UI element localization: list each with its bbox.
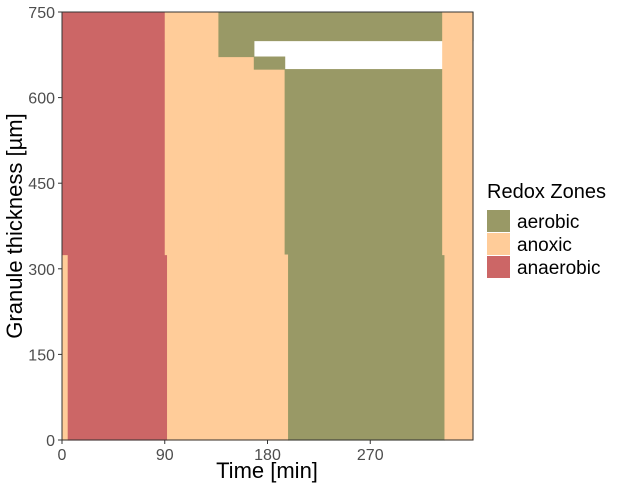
zone-cell-anoxic bbox=[164, 40, 220, 256]
zone-cell-aerobic bbox=[218, 40, 255, 58]
legend-title: Redox Zones bbox=[487, 181, 606, 203]
legend-key-anoxic bbox=[487, 233, 510, 255]
zone-cell-anoxic bbox=[218, 56, 255, 256]
legend-label-aerobic: aerobic bbox=[517, 212, 579, 233]
y-tick-label: 600 bbox=[28, 91, 55, 108]
y-tick-label: 450 bbox=[28, 176, 55, 193]
zone-cell-aerobic bbox=[218, 12, 474, 42]
zone-cell-aerobic bbox=[253, 56, 286, 70]
legend-label-anoxic: anoxic bbox=[517, 235, 572, 256]
x-axis-title: Time [min] bbox=[216, 458, 318, 483]
y-tick-label: 750 bbox=[28, 5, 55, 22]
plot-area bbox=[62, 12, 474, 441]
y-tick-label: 150 bbox=[28, 347, 55, 364]
zone-cell-anaerobic bbox=[62, 12, 166, 256]
zone-cell-anoxic bbox=[444, 254, 474, 441]
zone-cell-anoxic bbox=[442, 12, 474, 256]
x-axis: 0 90 180 270 bbox=[58, 440, 384, 464]
x-tick-label: 90 bbox=[156, 447, 174, 464]
zone-cell-anoxic bbox=[253, 69, 286, 256]
legend: Redox Zones aerobic anoxic anaerobic bbox=[487, 181, 606, 279]
zone-cell-anaerobic bbox=[67, 254, 168, 441]
zone-cell-aerobic bbox=[288, 254, 446, 441]
zone-cell-anoxic bbox=[62, 254, 69, 441]
zone-cell-aerobic bbox=[284, 69, 443, 256]
legend-key-aerobic bbox=[487, 210, 510, 232]
y-tick-label: 300 bbox=[28, 262, 55, 279]
y-tick-label: 0 bbox=[46, 433, 55, 450]
x-tick-label: 270 bbox=[357, 447, 384, 464]
x-tick-label: 180 bbox=[254, 447, 281, 464]
legend-label-anaerobic: anaerobic bbox=[517, 258, 600, 279]
y-axis-title: Granule thickness [µm] bbox=[2, 113, 27, 338]
x-tick-label: 0 bbox=[58, 447, 67, 464]
y-axis: 0 150 300 450 600 750 bbox=[28, 5, 62, 450]
legend-key-anaerobic bbox=[487, 256, 510, 278]
zone-cell-anoxic bbox=[164, 12, 220, 42]
zone-cell-anoxic bbox=[167, 254, 289, 441]
